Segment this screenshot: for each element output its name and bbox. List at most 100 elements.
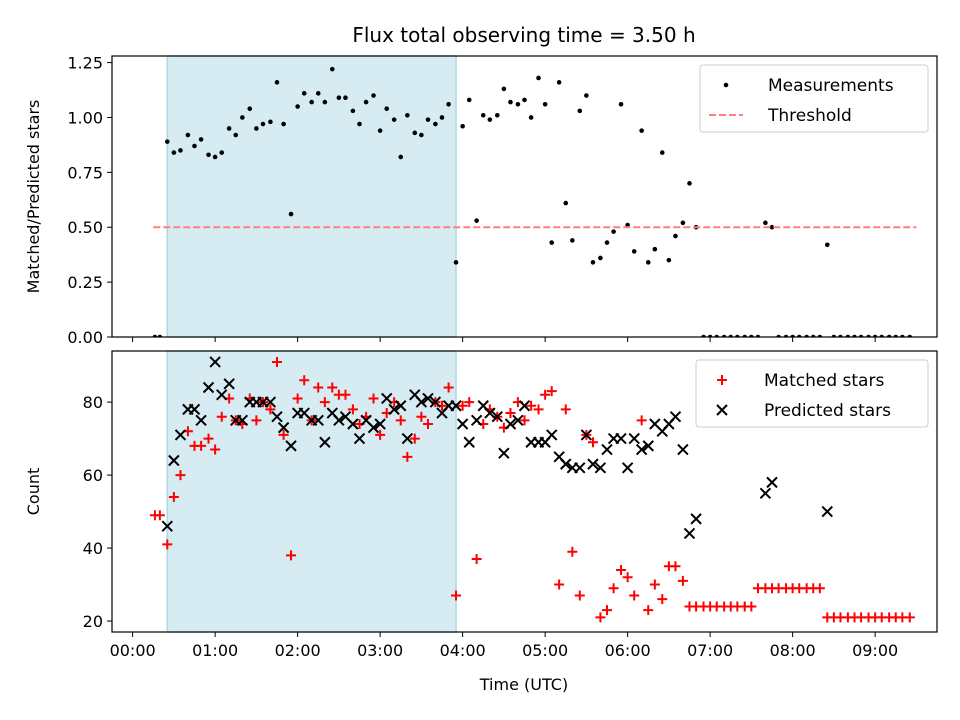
bottom-matched-stars-point — [602, 605, 612, 616]
top-measurements-point — [371, 93, 376, 98]
top-measurements-point — [226, 126, 232, 131]
top-measurements-point — [178, 148, 183, 153]
bottom-predicted-stars-point — [560, 458, 572, 470]
bottom-predicted-stars-point — [621, 462, 634, 474]
top-measurements-point — [274, 80, 280, 85]
bottom-predicted-stars-point — [216, 389, 228, 401]
bottom-predicted-stars-point — [821, 505, 833, 518]
bottom-predicted-stars-point — [574, 462, 586, 474]
xtick-label: 09:00 — [852, 641, 898, 660]
top-measurements-point — [536, 75, 541, 81]
top-measurements-point — [288, 211, 294, 217]
bottom-matched-stars-point — [574, 590, 585, 601]
bottom-predicted-stars-point — [174, 429, 187, 441]
top-measurements-point — [494, 112, 500, 118]
bottom-legend-box — [695, 359, 929, 428]
bottom-matched-stars-point — [196, 440, 207, 451]
bottom-matched-stars-point — [649, 579, 660, 590]
bottom-predicted-stars-point — [236, 414, 249, 427]
top-measurements-point — [377, 128, 383, 133]
bottom-matched-stars-point — [595, 612, 606, 623]
bottom-ytick-label: 40 — [83, 539, 103, 558]
bottom-matched-stars-point — [278, 429, 289, 440]
top-measurements-point — [212, 154, 218, 160]
bottom-legend-predicted-stars-marker — [716, 404, 728, 416]
top-measurements-point — [391, 117, 397, 122]
bottom-panel: 20 40 60 80 00:00 01:00 02:00 03:00 04:00 05:00 06… — [24, 350, 938, 660]
bottom-matched-stars-point — [292, 393, 303, 404]
top-measurements-point — [363, 99, 369, 105]
top-measurements-point — [247, 106, 253, 111]
bottom-predicted-stars-point — [312, 414, 324, 427]
top-measurements-point — [466, 97, 472, 103]
bottom-predicted-stars-point — [209, 356, 221, 368]
top-legend-box — [699, 64, 929, 133]
bottom-predicted-stars-point — [677, 443, 689, 456]
top-measurements-point — [549, 240, 555, 245]
top-measurements-point — [563, 200, 569, 206]
bottom-matched-stars-point — [526, 400, 537, 411]
bottom-matched-stars-point — [540, 389, 551, 400]
bottom-predicted-stars-point — [347, 418, 359, 430]
bottom-predicted-stars-point — [491, 410, 503, 423]
bottom-predicted-stars-point — [594, 462, 607, 474]
top-measurements-point — [433, 121, 438, 127]
top-legend: Measurements Threshold — [699, 64, 929, 133]
top-measurements-point — [384, 106, 390, 111]
bottom-matched-stars-point — [416, 411, 427, 422]
bottom-predicted-stars-point — [484, 407, 496, 419]
bottom-matched-stars-point — [272, 356, 282, 367]
top-measurements-point — [171, 150, 177, 155]
top-measurements-point — [673, 233, 678, 239]
bottom-matched-stars-point — [608, 583, 619, 594]
bottom-predicted-stars-point — [429, 396, 442, 408]
bottom-predicted-stars-point — [367, 421, 380, 434]
bottom-matched-stars-point — [554, 579, 565, 590]
bottom-matched-stars-point — [643, 605, 654, 616]
top-measurements-point — [590, 260, 596, 265]
bottom-matched-stars-point — [451, 590, 462, 601]
bottom-predicted-stars-point — [470, 414, 483, 427]
bottom-matched-stars-point — [636, 415, 647, 426]
bottom-matched-stars-point — [629, 590, 640, 601]
bottom-predicted-stars-point — [168, 454, 180, 467]
bottom-predicted-stars-point — [161, 520, 173, 532]
bottom-matched-stars-point — [533, 404, 544, 415]
top-measurements-point — [487, 117, 493, 122]
bottom-predicted-stars-point — [422, 392, 434, 405]
bottom-predicted-stars-point — [401, 432, 414, 445]
bottom-predicted-stars-point — [601, 443, 613, 456]
bottom-matched-stars-point — [814, 583, 825, 594]
bottom-matched-stars-point — [519, 415, 530, 426]
xtick-label: 03:00 — [357, 641, 403, 660]
xtick-label: 08:00 — [770, 641, 816, 660]
bottom-predicted-stars-point — [285, 440, 297, 452]
top-measurements-point — [659, 150, 665, 155]
bottom-predicted-stars-point — [277, 421, 290, 434]
bottom-matched-stars-point — [375, 429, 386, 440]
xtick-label: 05:00 — [522, 641, 568, 660]
top-measurements-point — [687, 181, 692, 186]
bottom-predicted-stars-point — [202, 381, 215, 394]
bottom-predicted-stars-point — [615, 432, 627, 445]
top-legend-measurements-label: Measurements — [768, 76, 894, 96]
top-ytick-label: 0.25 — [67, 273, 103, 292]
top-measurements-point — [824, 242, 830, 248]
top-measurements-point — [631, 249, 637, 254]
bottom-matched-stars-point — [546, 386, 557, 397]
bottom-matched-stars-point — [162, 539, 173, 550]
top-panel: 0.00 0.25 0.50 0.75 1.00 1.25 Matched/Predicte… — [24, 54, 938, 347]
bottom-plot-area — [149, 356, 915, 623]
bottom-matched-stars-point — [210, 444, 221, 455]
bottom-matched-stars-point — [746, 601, 757, 612]
bottom-predicted-stars-point — [642, 440, 654, 452]
top-measurements-point — [522, 97, 527, 103]
top-measurements-point — [652, 246, 658, 252]
bottom-predicted-stars-point — [669, 410, 682, 423]
bottom-predicted-stars-point — [512, 414, 524, 427]
top-measurements-point — [350, 108, 356, 114]
top-measurements-point — [206, 152, 211, 158]
xtick-label: 00:00 — [110, 641, 156, 660]
xtick-label: 02:00 — [275, 641, 321, 660]
